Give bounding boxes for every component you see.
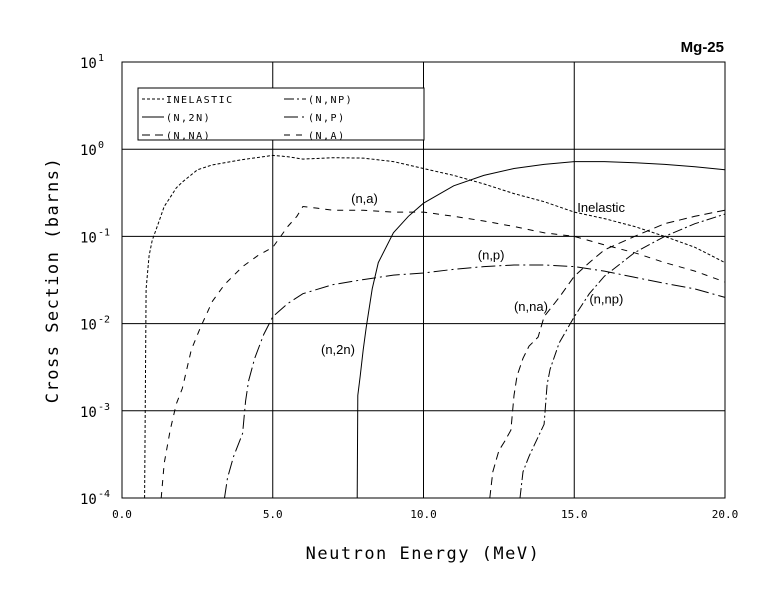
y-axis-label: Cross Section (barns) bbox=[43, 157, 63, 403]
plot-frame bbox=[121, 61, 726, 499]
series-line-n-np bbox=[519, 213, 726, 499]
y-tick-label-4: 10 0 bbox=[80, 140, 104, 159]
annotation-4: (n,p) bbox=[478, 248, 505, 263]
x-tick-label-1: 5.0 bbox=[263, 508, 283, 521]
legend-label-4: (N,NA) bbox=[166, 131, 211, 142]
x-tick-label-4: 20.0 bbox=[712, 508, 739, 521]
x-tick-labels: 0.0 5.0 10.0 15.0 20.0 bbox=[112, 508, 738, 521]
y-tick-base: 10 bbox=[80, 405, 97, 421]
x-tick-label-2: 10.0 bbox=[410, 508, 437, 521]
annotations: Inelastic (n,2n) (n,na) (n,np) (n,p) (n,a) bbox=[321, 191, 625, 357]
y-tick-label-5: 10 1 bbox=[80, 53, 104, 72]
legend-label-1: (N,NP) bbox=[308, 95, 353, 106]
series-line-inelastic bbox=[144, 154, 726, 499]
legend: INELASTIC (N,NP) (N,2N) (N,P) (N,NA) (N,A) bbox=[137, 87, 425, 142]
y-tick-base: 10 bbox=[80, 143, 97, 159]
y-tick-exponent: -2 bbox=[98, 315, 110, 326]
y-tick-label-3: 10 -1 bbox=[80, 227, 110, 246]
series-layer bbox=[144, 154, 726, 499]
chart-title: Mg-25 bbox=[681, 39, 724, 56]
annotation-2: (n,na) bbox=[514, 299, 548, 314]
legend-label-3: (N,P) bbox=[308, 113, 346, 124]
series-line-n-na bbox=[489, 209, 726, 499]
series-line-n-2n bbox=[356, 161, 726, 499]
y-tick-exponent: 0 bbox=[98, 140, 104, 151]
x-axis-label: Neutron Energy (MeV) bbox=[306, 544, 541, 564]
legend-label-0: INELASTIC bbox=[166, 95, 234, 106]
annotation-5: (n,a) bbox=[351, 191, 378, 206]
annotation-3: (n,np) bbox=[589, 292, 623, 307]
legend-label-2: (N,2N) bbox=[166, 113, 211, 124]
legend-label-5: (N,A) bbox=[308, 131, 346, 142]
y-tick-base: 10 bbox=[80, 492, 97, 508]
x-tick-label-3: 15.0 bbox=[561, 508, 588, 521]
legend-box bbox=[137, 87, 425, 141]
y-tick-base: 10 bbox=[80, 318, 97, 334]
series-line-n-p bbox=[224, 264, 726, 499]
annotation-0: Inelastic bbox=[577, 200, 625, 215]
y-tick-exponent: -1 bbox=[98, 227, 110, 238]
y-tick-exponent: -3 bbox=[98, 402, 110, 413]
y-tick-exponent: 1 bbox=[98, 53, 104, 64]
y-tick-label-2: 10 -2 bbox=[80, 315, 110, 334]
y-tick-base: 10 bbox=[80, 56, 97, 72]
annotation-1: (n,2n) bbox=[321, 342, 355, 357]
series-line-n-a bbox=[160, 205, 726, 499]
y-tick-label-0: 10 -4 bbox=[80, 489, 110, 508]
y-tick-exponent: -4 bbox=[98, 489, 110, 500]
y-tick-base: 10 bbox=[80, 230, 97, 246]
y-tick-label-1: 10 -3 bbox=[80, 402, 110, 421]
x-tick-label-0: 0.0 bbox=[112, 508, 132, 521]
